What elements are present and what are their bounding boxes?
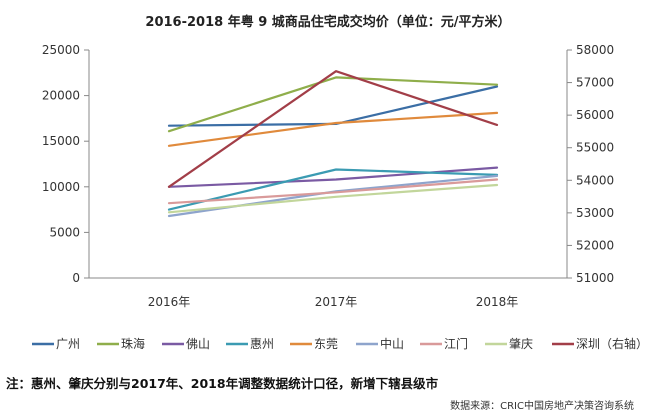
legend-label: 江门 bbox=[444, 336, 468, 351]
series-line-中山 bbox=[167, 174, 499, 218]
x-tick-label: 2017年 bbox=[315, 295, 358, 309]
legend-label: 惠州 bbox=[250, 337, 274, 351]
legend-label: 东莞 bbox=[314, 337, 338, 351]
left-y-tick-label: 5000 bbox=[49, 225, 80, 239]
data-source: 数据来源：CRIC中国房地产决策咨询系统 bbox=[450, 401, 634, 412]
series-line-惠州 bbox=[167, 168, 499, 211]
legend-label: 肇庆 bbox=[509, 336, 533, 351]
series-line-珠海 bbox=[167, 76, 499, 133]
series-line-佛山 bbox=[167, 166, 499, 188]
series-line-肇庆 bbox=[167, 183, 499, 214]
right-y-tick-label: 56000 bbox=[576, 108, 614, 122]
left-y-tick-label: 25000 bbox=[42, 43, 80, 57]
x-tick-label: 2018年 bbox=[476, 295, 519, 309]
left-y-tick-label: 10000 bbox=[42, 180, 80, 194]
series-line-江门 bbox=[167, 178, 499, 205]
legend-label: 佛山 bbox=[186, 337, 210, 351]
legend-label: 广州 bbox=[56, 337, 80, 351]
left-y-tick-label: 0 bbox=[72, 271, 80, 285]
right-y-tick-label: 51000 bbox=[576, 271, 614, 285]
series-line-广州 bbox=[167, 85, 499, 127]
chart-axes: 0 5000 10000 15000 20000 25000 51000 52000 53000… bbox=[42, 43, 614, 309]
right-y-tick-label: 52000 bbox=[576, 238, 614, 252]
left-y-tick-label: 20000 bbox=[42, 89, 80, 103]
chart-legend: 广州 珠海 佛山 惠州 东莞 中山 江门 肇庆 深圳（右轴） bbox=[32, 336, 648, 351]
series-line-东莞 bbox=[167, 111, 499, 147]
right-y-tick-label: 55000 bbox=[576, 141, 614, 155]
x-tick-label: 2016年 bbox=[148, 295, 191, 309]
legend-label: 珠海 bbox=[121, 336, 145, 351]
legend-label: 中山 bbox=[380, 336, 404, 351]
footnote: 注：惠州、肇庆分别与2017年、2018年调整数据统计口径，新增下辖县级市 bbox=[6, 376, 439, 391]
right-y-tick-label: 58000 bbox=[576, 43, 614, 57]
line-chart: 2016-2018 年粤 9 城商品住宅成交均价（单位：元/平方米） 0 5000… bbox=[32, 14, 648, 351]
right-y-tick-label: 54000 bbox=[576, 173, 614, 187]
left-y-tick-label: 15000 bbox=[42, 134, 80, 148]
series-line-深圳（右轴） bbox=[167, 70, 499, 188]
right-y-tick-label: 53000 bbox=[576, 206, 614, 220]
right-y-tick-label: 57000 bbox=[576, 76, 614, 90]
series-lines bbox=[167, 70, 499, 218]
chart-title: 2016-2018 年粤 9 城商品住宅成交均价（单位：元/平方米） bbox=[145, 14, 510, 30]
legend-label: 深圳（右轴） bbox=[576, 336, 648, 351]
